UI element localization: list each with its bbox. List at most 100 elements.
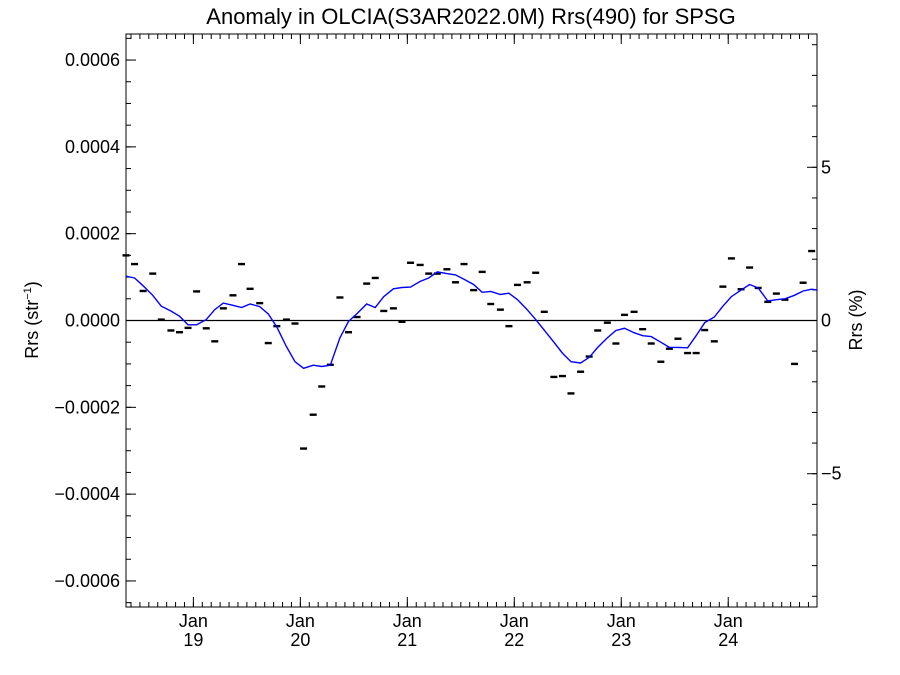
monthly-marker <box>505 324 513 328</box>
right-axis-ticks: 5 0 −5 <box>807 44 842 597</box>
monthly-marker <box>799 281 807 284</box>
running-mean-line <box>125 271 818 370</box>
monthly-marker <box>416 263 424 267</box>
monthly-marker <box>202 327 210 330</box>
monthly-marker <box>487 302 495 306</box>
left-tick-label: 0.0004 <box>65 137 120 157</box>
monthly-marker <box>256 301 264 305</box>
monthly-marker <box>523 281 531 284</box>
monthly-marker <box>577 370 585 373</box>
y-axis-label-superscript: −1 <box>22 287 34 300</box>
monthly-marker <box>772 292 780 295</box>
monthly-marker <box>684 351 692 355</box>
monthly-marker <box>300 447 308 450</box>
monthly-marker <box>701 328 709 332</box>
monthly-marker <box>710 340 718 343</box>
monthly-marker <box>291 322 299 325</box>
monthly-marker <box>363 282 371 285</box>
monthly-marker <box>389 307 397 310</box>
x-tick-month-label: Jan <box>607 611 636 631</box>
monthly-marker <box>647 342 655 345</box>
left-tick-label: 0.0002 <box>65 224 120 244</box>
monthly-marker <box>380 309 388 313</box>
monthly-marker <box>238 262 246 266</box>
y-axis-label-right: Rrs (%) <box>846 290 866 351</box>
monthly-marker <box>264 341 272 345</box>
monthly-marker <box>229 294 237 297</box>
y-axis-label-main: Rrs (str <box>22 300 42 359</box>
left-tick-label: 0.0006 <box>65 50 120 70</box>
monthly-marker <box>639 327 647 331</box>
monthly-marker <box>149 272 157 275</box>
x-tick-month-label: Jan <box>500 611 529 631</box>
y-axis-label-close: ) <box>22 281 42 287</box>
left-axis-ticks: 0.0006 0.0004 0.0002 0.0000 −0.0002 −0.0004 −0… <box>54 37 136 604</box>
left-tick-label: −0.0006 <box>54 571 120 591</box>
monthly-marker <box>674 337 682 340</box>
monthly-marker <box>558 374 566 378</box>
right-tick-label: −5 <box>821 464 842 484</box>
monthly-marker <box>443 268 451 271</box>
monthly-marker <box>612 342 620 345</box>
monthly-marker <box>470 288 478 292</box>
monthly-marker <box>318 385 326 388</box>
monthly-marker <box>808 249 816 253</box>
monthly-marker <box>433 272 441 275</box>
monthly-marker <box>460 262 468 266</box>
monthly-marker <box>746 266 754 269</box>
monthly-marker <box>193 290 201 293</box>
chart-title: Anomaly in OLCIA(S3AR2022.0M) Rrs(490) f… <box>206 4 735 29</box>
right-tick-label: 0 <box>821 311 831 331</box>
monthly-marker <box>594 329 602 332</box>
monthly-marker <box>496 308 504 311</box>
monthly-marker <box>425 272 433 275</box>
x-tick-year-label: 24 <box>718 630 738 650</box>
monthly-marker <box>344 331 352 334</box>
monthly-marker <box>336 296 344 299</box>
x-tick-month-label: Jan <box>286 611 315 631</box>
x-tick-year-label: 22 <box>504 630 524 650</box>
monthly-marker <box>540 310 548 314</box>
monthly-marker <box>246 287 254 291</box>
monthly-marker <box>371 276 379 280</box>
monthly-marker <box>532 271 540 274</box>
monthly-marker <box>692 351 700 355</box>
monthly-marker <box>407 261 415 264</box>
monthly-marker <box>665 347 673 350</box>
monthly-marker <box>167 329 175 332</box>
x-tick-year-label: 20 <box>290 630 310 650</box>
monthly-marker <box>550 375 558 379</box>
monthly-marker <box>219 307 227 310</box>
monthly-marker <box>282 318 290 321</box>
x-tick-year-label: 21 <box>397 630 417 650</box>
left-tick-label: 0.0000 <box>65 311 120 331</box>
monthly-marker <box>131 262 139 266</box>
monthly-marker <box>157 318 165 321</box>
monthly-marker <box>451 281 459 284</box>
monthly-marker <box>139 289 147 293</box>
monthly-marker <box>513 283 521 287</box>
monthly-marker <box>603 321 611 324</box>
monthly-marker <box>630 310 638 314</box>
monthly-marker <box>727 257 735 260</box>
monthly-marker <box>719 285 727 288</box>
monthly-marker <box>122 254 130 257</box>
y-axis-label-left: Rrs (str−1) <box>22 281 42 359</box>
monthly-marker <box>478 270 486 274</box>
monthly-marker <box>398 320 406 324</box>
x-tick-year-label: 19 <box>183 630 203 650</box>
monthly-marker <box>309 413 317 416</box>
monthly-marker <box>567 392 575 395</box>
x-tick-year-label: 23 <box>611 630 631 650</box>
left-tick-label: −0.0004 <box>54 484 120 504</box>
right-tick-label: 5 <box>821 157 831 177</box>
monthly-marker <box>175 331 183 334</box>
x-tick-month-label: Jan <box>179 611 208 631</box>
monthly-marker <box>657 360 665 363</box>
monthly-marker <box>791 362 799 366</box>
monthly-marker <box>353 315 361 319</box>
monthly-marker <box>211 340 219 343</box>
monthly-marker <box>764 300 772 304</box>
